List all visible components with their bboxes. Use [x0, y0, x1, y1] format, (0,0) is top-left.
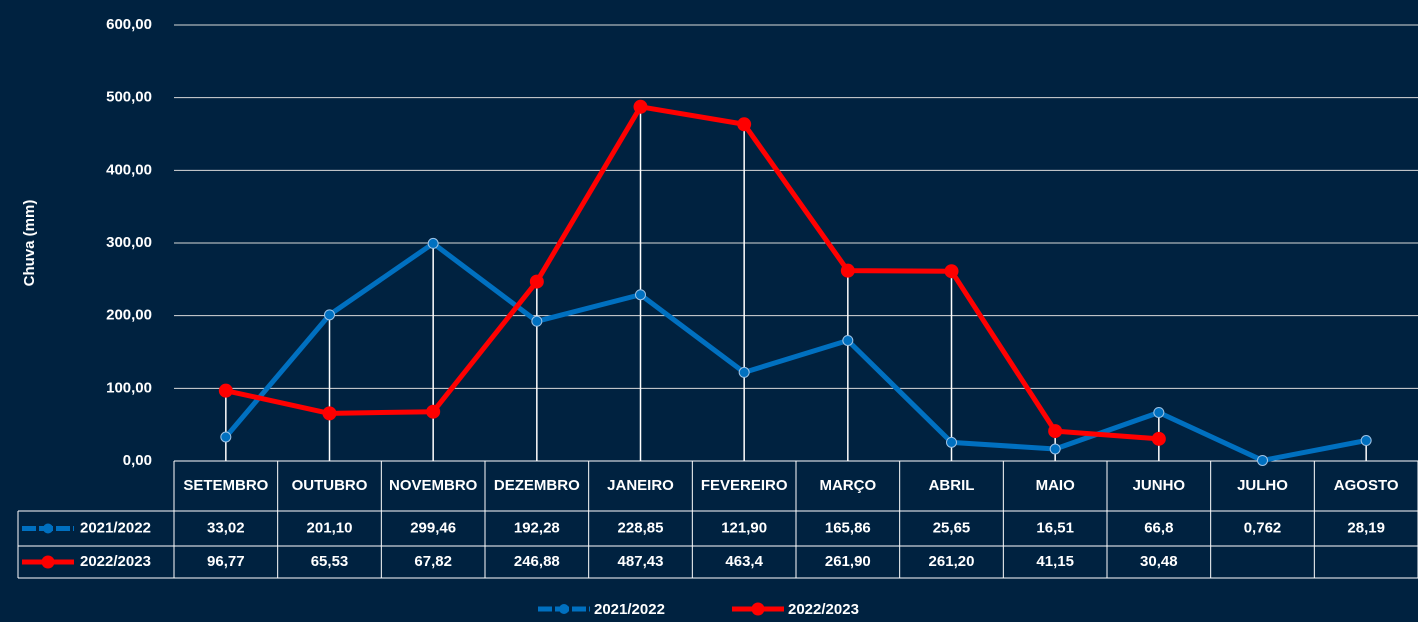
series-line	[223, 240, 1367, 463]
legend-key-marker	[41, 555, 55, 569]
point	[531, 315, 543, 327]
point	[944, 264, 959, 279]
point	[220, 431, 232, 443]
table-value: 165,86	[825, 519, 871, 536]
point	[633, 99, 648, 114]
table-series-name: 2022/2023	[80, 553, 151, 570]
x-tick-label: MARÇO	[819, 477, 876, 494]
y-tick-label: 200,00	[106, 307, 152, 324]
y-tick-label: 600,00	[106, 16, 152, 33]
table-value: 261,20	[929, 553, 975, 570]
point	[842, 334, 854, 346]
x-tick-label: SETEMBRO	[183, 477, 268, 494]
table-value: 0,762	[1244, 519, 1282, 536]
y-tick-label: 100,00	[106, 379, 152, 396]
point	[737, 117, 752, 132]
table-value: 246,88	[514, 553, 560, 570]
point	[840, 263, 855, 278]
table-value: 33,02	[207, 519, 245, 536]
table-value: 299,46	[410, 519, 456, 536]
table-value: 463,4	[725, 553, 763, 570]
table-value: 25,65	[933, 519, 971, 536]
table-value: 261,90	[825, 553, 871, 570]
y-axis-title: Chuva (mm)	[21, 200, 38, 287]
x-tick-label: JANEIRO	[607, 477, 674, 494]
y-tick-label: 300,00	[106, 234, 152, 251]
point	[529, 274, 544, 289]
table-value: 192,28	[514, 519, 560, 536]
table-value: 30,48	[1140, 553, 1178, 570]
point	[738, 366, 750, 378]
point	[426, 404, 441, 419]
point	[1153, 406, 1165, 418]
legend-key-marker	[43, 523, 53, 534]
y-tick-label: 0,00	[123, 452, 152, 469]
point	[1257, 454, 1268, 466]
legend-key-marker	[751, 602, 765, 616]
table-value: 228,85	[618, 519, 664, 536]
legend-label: 2022/2023	[788, 601, 859, 618]
legend-label: 2021/2022	[594, 601, 665, 618]
x-tick-label: OUTUBRO	[292, 477, 368, 494]
table-value: 67,82	[414, 553, 452, 570]
x-tick-label: DEZEMBRO	[494, 477, 580, 494]
table-value: 66,8	[1144, 519, 1173, 536]
point	[427, 237, 439, 249]
x-tick-label: FEVEREIRO	[701, 477, 788, 494]
point	[1360, 435, 1372, 447]
table-value: 201,10	[307, 519, 353, 536]
x-tick-label: NOVEMBRO	[389, 477, 478, 494]
table-value: 121,90	[721, 519, 767, 536]
table-value: 65,53	[311, 553, 349, 570]
table-value: 487,43	[618, 553, 664, 570]
table-value: 96,77	[207, 553, 245, 570]
point	[1049, 443, 1061, 455]
point	[1151, 431, 1166, 446]
x-tick-label: ABRIL	[929, 477, 975, 494]
x-tick-label: MAIO	[1036, 477, 1075, 494]
table-value: 41,15	[1036, 553, 1074, 570]
point	[322, 406, 337, 421]
x-tick-label: JULHO	[1237, 477, 1288, 494]
table-series-name: 2021/2022	[80, 519, 151, 536]
table-value: 16,51	[1036, 519, 1074, 536]
point	[1048, 424, 1063, 439]
y-tick-label: 500,00	[106, 89, 152, 106]
point	[946, 436, 957, 448]
point	[324, 309, 335, 321]
legend-key-marker	[559, 604, 569, 614]
y-tick-label: 400,00	[106, 161, 152, 178]
point	[635, 289, 646, 301]
x-tick-label: JUNHO	[1133, 477, 1186, 494]
table-value: 28,19	[1347, 519, 1385, 536]
x-tick-label: AGOSTO	[1334, 477, 1399, 494]
point	[218, 383, 233, 398]
series-line	[225, 104, 1160, 442]
